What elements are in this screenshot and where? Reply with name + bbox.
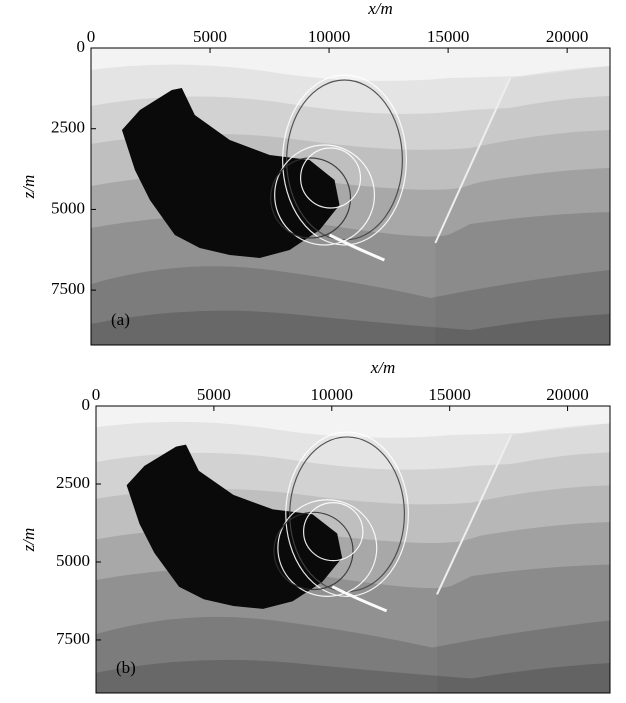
x-tick-label: 15000 [427, 27, 470, 46]
y-tick-label: 7500 [51, 279, 85, 298]
panel-label: (b) [116, 658, 136, 677]
y-axis-label: z/m [19, 528, 38, 553]
y-tick-label: 7500 [56, 629, 90, 648]
y-tick-label: 2500 [56, 473, 90, 492]
x-tick-label: 20000 [546, 27, 589, 46]
x-axis-label: x/m [370, 358, 396, 377]
y-tick-label: 5000 [51, 198, 85, 217]
x-tick-label: 0 [87, 27, 96, 46]
x-tick-label: 0 [92, 385, 101, 404]
x-tick-label: 20000 [546, 385, 589, 404]
y-axis-label: z/m [19, 175, 38, 200]
y-tick-label: 5000 [56, 551, 90, 570]
y-tick-label: 0 [77, 37, 86, 56]
wavefield-image [96, 406, 610, 693]
plot-frame [90, 47, 611, 346]
panel-label: (a) [111, 310, 130, 329]
wavefield-image [91, 48, 610, 345]
x-tick-label: 5000 [197, 385, 231, 404]
x-tick-label: 10000 [311, 385, 354, 404]
y-tick-label: 0 [82, 395, 91, 414]
x-tick-label: 10000 [308, 27, 351, 46]
x-tick-label: 15000 [428, 385, 471, 404]
plot-frame [95, 405, 611, 694]
x-axis-label: x/m [367, 0, 393, 18]
x-tick-label: 5000 [193, 27, 227, 46]
y-tick-label: 2500 [51, 118, 85, 137]
